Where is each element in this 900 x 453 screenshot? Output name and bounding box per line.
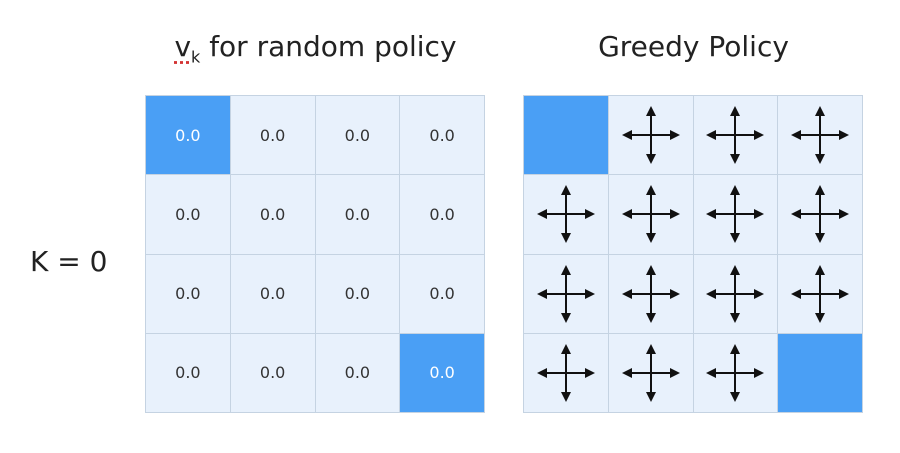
- value-cell: 0.0: [315, 254, 400, 333]
- policy-cell: [778, 96, 862, 175]
- value-grid-title: vk for random policy: [174, 30, 457, 67]
- policy-cell: [608, 333, 693, 412]
- policy-grid-title: Greedy Policy: [598, 30, 789, 63]
- value-cell: 0.0: [400, 96, 484, 175]
- value-cell: 0.0: [146, 96, 230, 175]
- value-cell: 0.0: [400, 254, 484, 333]
- terminal-cell: [524, 96, 608, 175]
- value-cell: 0.0: [400, 333, 484, 412]
- value-cell: 0.0: [400, 175, 484, 254]
- four-way-arrow-icon: [706, 264, 765, 323]
- value-cell: 0.0: [315, 175, 400, 254]
- terminal-cell: [778, 333, 862, 412]
- value-cell: 0.0: [230, 254, 315, 333]
- value-cell: 0.0: [146, 333, 230, 412]
- policy-cell: [524, 333, 608, 412]
- value-cell: 0.0: [315, 96, 400, 175]
- four-way-arrow-icon: [621, 185, 680, 244]
- four-way-arrow-icon: [621, 343, 680, 402]
- policy-cell: [693, 333, 778, 412]
- policy-cell: [693, 96, 778, 175]
- policy-cell: [608, 96, 693, 175]
- iteration-label: K = 0: [30, 245, 108, 278]
- four-way-arrow-icon: [621, 264, 680, 323]
- policy-cell: [778, 254, 862, 333]
- policy-cell: [608, 175, 693, 254]
- policy-cell: [693, 254, 778, 333]
- four-way-arrow-icon: [706, 343, 765, 402]
- value-cell: 0.0: [230, 333, 315, 412]
- four-way-arrow-icon: [791, 106, 850, 165]
- value-cell: 0.0: [230, 96, 315, 175]
- policy-cell: [524, 175, 608, 254]
- policy-cell: [608, 254, 693, 333]
- policy-grid: [523, 95, 863, 413]
- value-cell: 0.0: [230, 175, 315, 254]
- four-way-arrow-icon: [536, 264, 595, 323]
- policy-cell: [778, 175, 862, 254]
- four-way-arrow-icon: [706, 185, 765, 244]
- four-way-arrow-icon: [621, 106, 680, 165]
- four-way-arrow-icon: [791, 185, 850, 244]
- four-way-arrow-icon: [791, 264, 850, 323]
- policy-cell: [524, 254, 608, 333]
- value-symbol: vk: [174, 30, 201, 67]
- value-cell: 0.0: [146, 175, 230, 254]
- four-way-arrow-icon: [536, 185, 595, 244]
- four-way-arrow-icon: [536, 343, 595, 402]
- value-grid: 0.0 0.0 0.0 0.0 0.0 0.0 0.0 0.0 0.0 0.0 0.0 0.0 0.0 0…: [145, 95, 485, 413]
- four-way-arrow-icon: [706, 106, 765, 165]
- value-cell: 0.0: [146, 254, 230, 333]
- value-cell: 0.0: [315, 333, 400, 412]
- policy-cell: [693, 175, 778, 254]
